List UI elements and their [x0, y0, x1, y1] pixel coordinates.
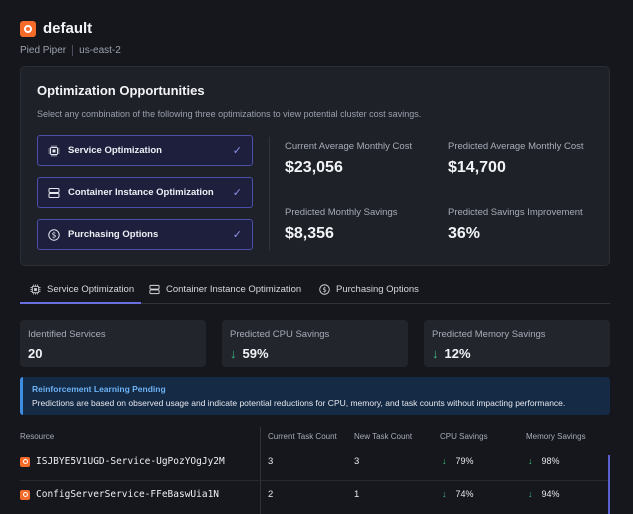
identified-services-label: Identified Services [28, 329, 106, 340]
optimization-panel: Optimization Opportunities Select any co… [20, 66, 610, 266]
info-banner-text: Predictions are based on observed usage … [32, 398, 566, 408]
tab-service-optimization-label: Service Optimization [47, 284, 135, 295]
predicted-savings-stat: Predicted Monthly Savings $8,356 [285, 207, 397, 243]
memory-savings-card: Predicted Memory Savings ↓ 12% [424, 320, 610, 367]
breadcrumb: Pied Piper us-east-2 [20, 45, 121, 56]
services-table: Resource Current Task Count New Task Cou… [20, 427, 620, 514]
predicted-cost-value: $14,700 [448, 159, 506, 176]
memory-savings-value: 94% [541, 489, 560, 499]
cpu-savings-card: Predicted CPU Savings ↓ 59% [222, 320, 408, 367]
savings-improvement-label: Predicted Savings Improvement [448, 207, 583, 218]
resource-name: ConfigServerService-FFeBaswUia1N [36, 489, 220, 500]
cpu-savings-value-row: ↓ 59% [230, 346, 400, 361]
arrow-down-icon: ↓ [230, 346, 237, 361]
arrow-down-icon: ↓ [442, 489, 447, 499]
predicted-savings-value: $8,356 [285, 225, 334, 242]
row-divider [20, 480, 610, 481]
column-header-new-task-count[interactable]: New Task Count [354, 432, 413, 441]
optimization-tabs: Service Optimization Container Instance … [20, 284, 610, 304]
cluster-logo-icon [20, 20, 36, 37]
identified-services-value: 20 [28, 346, 198, 361]
arrow-down-icon: ↓ [528, 489, 533, 499]
current-task-count-cell: 2 [268, 489, 274, 500]
identified-services-count: 20 [28, 346, 43, 361]
table-row[interactable]: ConfigServerService-FFeBaswUia1N 2 1 ↓ 74… [20, 489, 620, 514]
check-icon: ✓ [232, 187, 242, 199]
info-banner-title: Reinforcement Learning Pending [32, 384, 166, 394]
service-optimization-toggle[interactable]: Service Optimization ✓ [37, 135, 253, 166]
dollar-icon: $ [48, 228, 60, 241]
savings-improvement-stat: Predicted Savings Improvement 36% [448, 207, 583, 243]
purchasing-options-toggle[interactable]: $ Purchasing Options ✓ [37, 219, 253, 250]
column-header-current-task-count[interactable]: Current Task Count [268, 432, 337, 441]
breadcrumb-separator [72, 45, 74, 56]
memory-savings-label: Predicted Memory Savings [432, 329, 546, 340]
purchasing-options-label: Purchasing Options [68, 229, 159, 240]
column-header-memory-savings[interactable]: Memory Savings [526, 432, 586, 441]
cpu-savings-value: 74% [455, 489, 474, 499]
chip-icon [30, 284, 41, 295]
predicted-cost-stat: Predicted Average Monthly Cost $14,700 [448, 141, 584, 177]
current-cost-label: Current Average Monthly Cost [285, 141, 413, 152]
memory-savings-value-row: ↓ 12% [432, 346, 602, 361]
column-header-resource[interactable]: Resource [20, 432, 55, 441]
tab-container-instance-optimization-label: Container Instance Optimization [166, 284, 302, 295]
panel-divider [269, 137, 270, 251]
cpu-savings-cell: ↓ 74% [442, 489, 474, 499]
resource-cell: ConfigServerService-FFeBaswUia1N [20, 489, 219, 500]
page-header: default Pied Piper us-east-2 [20, 20, 121, 56]
container-instance-optimization-toggle[interactable]: Container Instance Optimization ✓ [37, 177, 253, 208]
dollar-icon: $ [319, 284, 330, 295]
chip-icon [48, 145, 60, 156]
server-icon [48, 187, 60, 198]
tab-service-optimization[interactable]: Service Optimization [20, 284, 141, 304]
server-icon [149, 284, 160, 295]
table-row[interactable]: ISJBYE5V1UGD-Service-UgPozYOgJy2M 3 3 ↓ 7… [20, 456, 620, 486]
cpu-savings-value: 59% [242, 346, 269, 361]
column-divider [260, 427, 261, 514]
tab-purchasing-options[interactable]: $ Purchasing Options [319, 284, 419, 304]
region-name: us-east-2 [79, 45, 121, 56]
identified-services-card: Identified Services 20 [20, 320, 206, 367]
container-instance-optimization-label: Container Instance Optimization [68, 187, 214, 198]
org-name: Pied Piper [20, 45, 67, 56]
memory-savings-value: 98% [541, 456, 560, 466]
column-header-cpu-savings[interactable]: CPU Savings [440, 432, 488, 441]
service-icon [20, 489, 30, 500]
check-icon: ✓ [232, 229, 242, 241]
current-cost-stat: Current Average Monthly Cost $23,056 [285, 141, 412, 177]
resource-cell: ISJBYE5V1UGD-Service-UgPozYOgJy2M [20, 456, 225, 467]
optimization-subtitle: Select any combination of the following … [37, 109, 422, 119]
current-task-count-cell: 3 [268, 456, 274, 467]
check-icon: ✓ [232, 145, 242, 157]
memory-savings-cell: ↓ 94% [528, 489, 560, 499]
predicted-cost-label: Predicted Average Monthly Cost [448, 141, 584, 152]
arrow-down-icon: ↓ [432, 346, 439, 361]
resource-name: ISJBYE5V1UGD-Service-UgPozYOgJy2M [36, 456, 225, 467]
memory-savings-value: 12% [444, 346, 471, 361]
cpu-savings-value: 79% [455, 456, 474, 466]
savings-improvement-value: 36% [448, 225, 481, 242]
service-icon [20, 456, 30, 467]
new-task-count-cell: 1 [354, 489, 360, 500]
cpu-savings-label: Predicted CPU Savings [230, 329, 330, 340]
tab-purchasing-options-label: Purchasing Options [336, 284, 419, 295]
predicted-savings-label: Predicted Monthly Savings [285, 207, 398, 218]
optimization-title: Optimization Opportunities [37, 83, 205, 98]
page-title: default [43, 20, 93, 37]
cpu-savings-cell: ↓ 79% [442, 456, 474, 466]
current-cost-value: $23,056 [285, 159, 343, 176]
tab-container-instance-optimization[interactable]: Container Instance Optimization [149, 284, 301, 304]
svg-text:$: $ [322, 286, 326, 294]
info-banner: Reinforcement Learning Pending Predictio… [20, 377, 610, 415]
arrow-down-icon: ↓ [442, 456, 447, 466]
service-optimization-label: Service Optimization [68, 145, 162, 156]
new-task-count-cell: 3 [354, 456, 360, 467]
memory-savings-cell: ↓ 98% [528, 456, 560, 466]
table-scrollbar[interactable] [608, 455, 610, 514]
svg-text:$: $ [52, 230, 57, 239]
arrow-down-icon: ↓ [528, 456, 533, 466]
